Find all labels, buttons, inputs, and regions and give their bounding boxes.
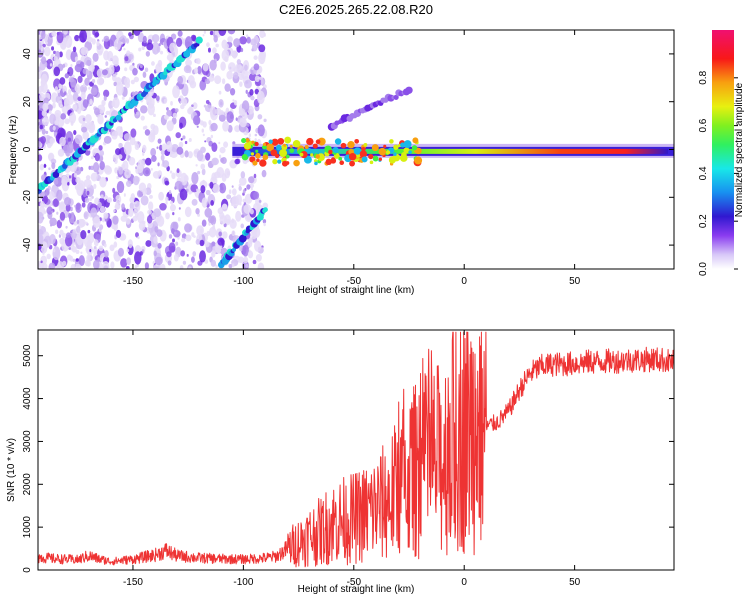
spectrogram-y-axis: -40 -20 0 20 40 [22,48,674,252]
snr-y-tick: 5000 [22,344,33,367]
upper-diagonal-trace [327,86,413,131]
colorbar-tick: 0.6 [698,118,709,132]
snr-x-tick: -150 [123,577,143,588]
rising-diagonal-trace [38,36,203,195]
spectrogram-x-tick: 50 [569,276,581,287]
snr-x-tick: 50 [569,577,581,588]
spectrogram-y-tick: 0 [22,146,33,152]
spectrogram-x-axis: -150 -100 -50 0 50 [123,30,581,287]
snr-y-tick: 0 [22,567,33,573]
spectrogram-y-tick: -20 [22,190,33,205]
spectrogram-y-tick: -40 [22,237,33,252]
colorbar-tick: 0.4 [698,166,709,180]
spectrogram-x-tick: 0 [461,276,467,287]
spectrogram-x-tick: -100 [233,276,253,287]
snr-series-line [38,331,674,568]
colorbar-tick: 0.0 [698,262,709,276]
colorbar-tick: 0.2 [698,214,709,228]
snr-x-tick: -50 [347,577,362,588]
snr-x-label: Height of straight line (km) [298,584,415,595]
spectrogram-y-tick: 20 [22,96,33,108]
snr-x-tick: 0 [461,577,467,588]
spectrogram-noise [38,30,269,269]
spectrogram-plot: -150 -100 -50 0 50 -40 -20 0 20 40 Height of str… [8,29,675,296]
snr-y-tick: 3000 [22,430,33,453]
spectrogram-x-label: Height of straight line (km) [298,285,415,296]
spectrogram-x-tick: -150 [123,276,143,287]
snr-x-tick: -100 [233,577,253,588]
snr-y-axis: 0 1000 2000 3000 4000 5000 [22,344,674,573]
snr-x-axis: -150 -100 -50 0 50 [123,330,581,588]
main-echo-band [232,136,674,167]
figure-title: C2E6.2025.265.22.08.R20 [279,2,433,17]
spectrogram-y-label: Frequency (Hz) [8,116,19,185]
colorbar: 0.0 0.2 0.4 0.6 0.8 Normalized spectral ampl… [698,30,745,276]
colorbar-gradient [712,30,734,269]
colorbar-label: Normalized spectral amplitude [734,82,745,217]
snr-y-tick: 4000 [22,387,33,410]
snr-y-tick: 2000 [22,473,33,496]
snr-y-tick: 1000 [22,516,33,539]
spectrogram-x-tick: -50 [347,276,362,287]
colorbar-tick: 0.8 [698,70,709,84]
snr-frame [37,329,675,571]
lower-diagonal-trace [217,207,268,269]
snr-y-label: SNR (10 * v/v) [6,438,17,502]
spectrogram-y-tick: 40 [22,48,33,60]
